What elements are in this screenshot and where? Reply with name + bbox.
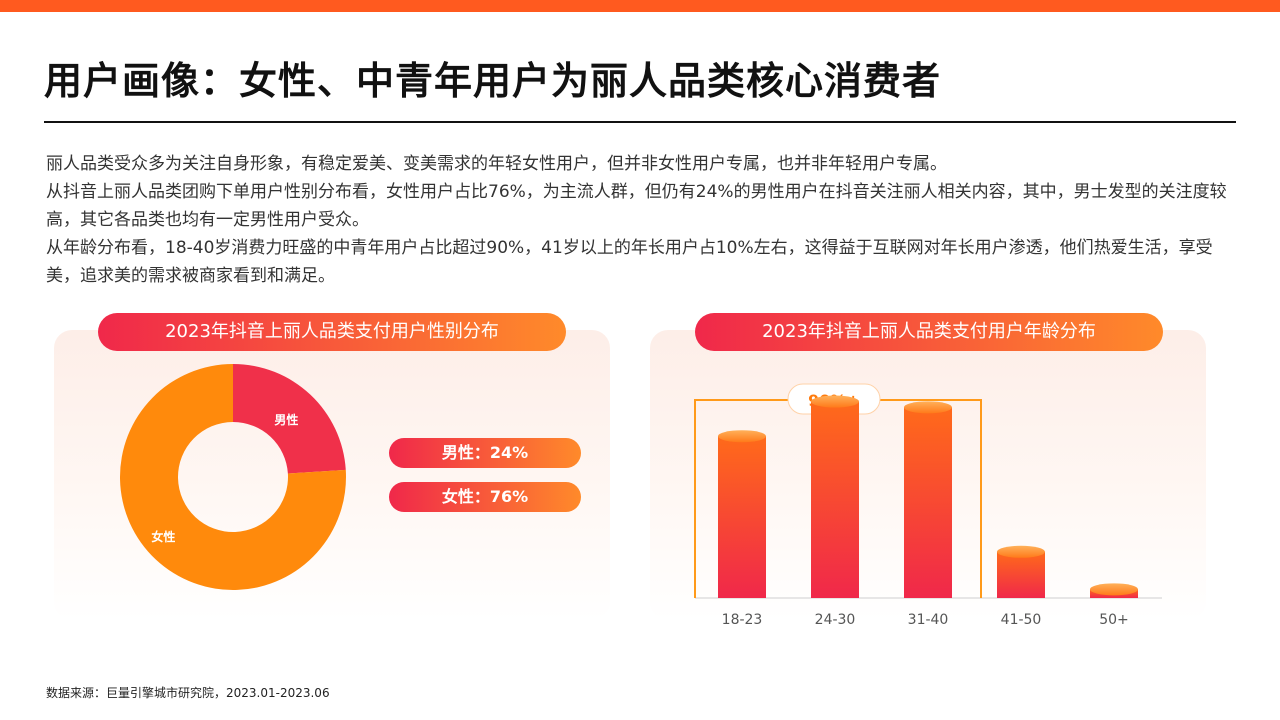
x-tick-label: 50+	[1099, 612, 1129, 628]
legend-female: 女性：76%	[389, 482, 581, 512]
title-divider	[44, 121, 1236, 123]
x-tick-label: 31-40	[908, 612, 949, 628]
bar-24-30	[811, 401, 859, 598]
bar-31-40	[904, 407, 952, 598]
intro-paragraph: 丽人品类受众多为关注自身形象，有稳定爱美、变美需求的年轻女性用户，但并非女性用户…	[46, 154, 947, 174]
bar-cap-24-30	[811, 395, 859, 408]
legend-male: 男性：24%	[389, 438, 581, 468]
bar-cap-50+	[1090, 583, 1138, 596]
donut-label-female: 女性	[151, 529, 175, 544]
x-tick-label: 41-50	[1001, 612, 1042, 628]
intro-text: 丽人品类受众多为关注自身形象，有稳定爱美、变美需求的年轻女性用户，但并非女性用户…	[46, 150, 1236, 290]
donut-slice-female	[119, 364, 346, 590]
top-accent-bar	[0, 0, 1280, 12]
donut-label-male: 男性	[274, 412, 298, 427]
age-chart-title: 2023年抖音上丽人品类支付用户年龄分布	[695, 313, 1163, 351]
page-title: 用户画像：女性、中青年用户为丽人品类核心消费者	[44, 59, 942, 103]
intro-paragraph: 从抖音上丽人品类团购下单用户性别分布看，女性用户占比76%，为主流人群，但仍有2…	[46, 182, 1227, 230]
x-tick-label: 24-30	[815, 612, 856, 628]
donut-slice-male	[233, 364, 346, 474]
bar-cap-31-40	[904, 401, 952, 414]
bar-41-50	[997, 551, 1045, 598]
gender-chart-title: 2023年抖音上丽人品类支付用户性别分布	[98, 313, 566, 351]
bar-cap-41-50	[997, 545, 1045, 558]
intro-paragraph: 从年龄分布看，18-40岁消费力旺盛的中青年用户占比超过90%，41岁以上的年长…	[46, 238, 1213, 286]
data-source-note: 数据来源：巨量引擎城市研究院，2023.01-2023.06	[46, 686, 330, 700]
bar-cap-18-23	[718, 430, 766, 443]
bar-18-23	[718, 436, 766, 598]
x-tick-label: 18-23	[722, 612, 763, 628]
